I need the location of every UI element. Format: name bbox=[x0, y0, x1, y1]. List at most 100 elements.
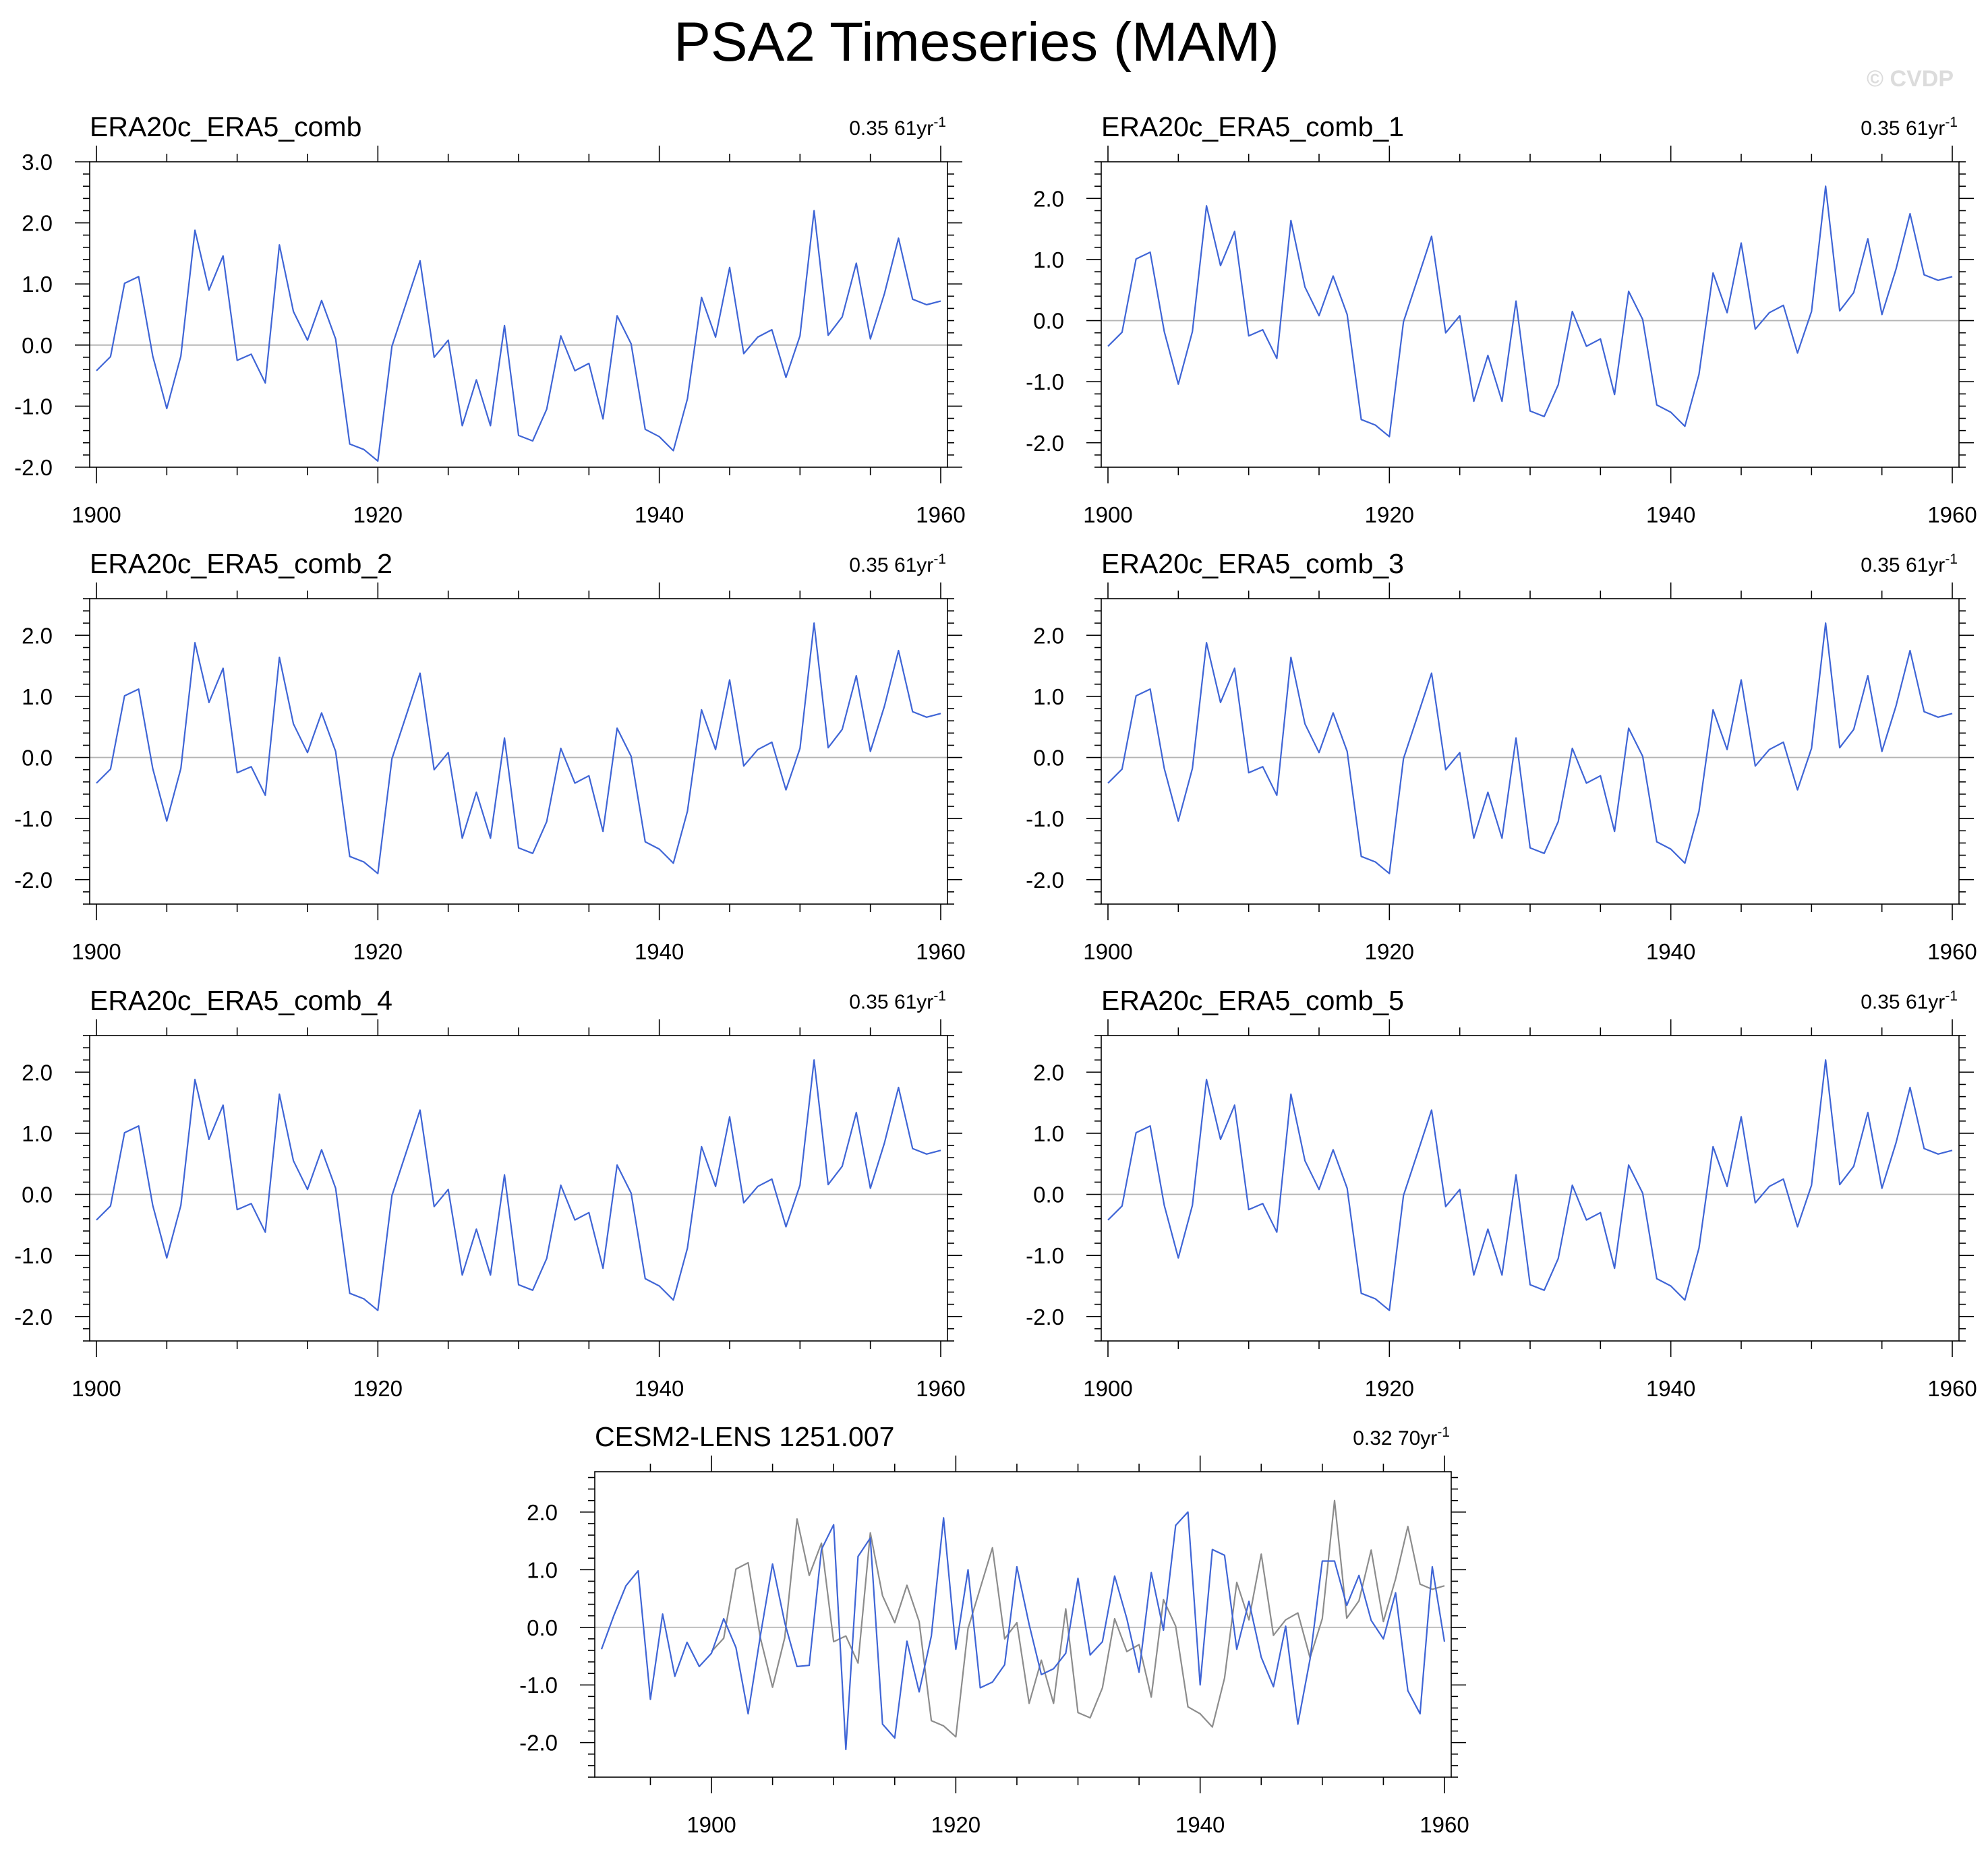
series-line bbox=[96, 210, 941, 462]
x-tick-label: 1940 bbox=[1646, 1376, 1695, 1401]
x-tick-label: 1960 bbox=[1420, 1812, 1469, 1837]
series-line bbox=[1107, 1059, 1953, 1311]
y-tick-label: 2.0 bbox=[527, 1500, 558, 1525]
trend-label: 0.35 61yr-1 bbox=[1861, 115, 1958, 140]
trend-label: 0.35 61yr-1 bbox=[849, 115, 946, 140]
y-tick-label: 0.0 bbox=[1033, 309, 1064, 334]
y-tick-label: 2.0 bbox=[22, 623, 53, 648]
trend-value: 0.35 61yr bbox=[849, 554, 933, 576]
x-tick-label: 1960 bbox=[1927, 1376, 1977, 1401]
timeseries-panel: ERA20c_ERA5_comb_4 0.35 61yr-1 2.0 1.0 0.0 -1… bbox=[14, 985, 966, 1401]
x-tick-label: 1940 bbox=[635, 502, 684, 527]
y-tick-label: 2.0 bbox=[22, 211, 53, 236]
y-tick-label: 2.0 bbox=[1033, 186, 1064, 211]
trend-exponent: -1 bbox=[1945, 115, 1958, 130]
y-tick-label: 2.0 bbox=[1033, 623, 1064, 648]
x-tick-label: 1940 bbox=[1175, 1812, 1225, 1837]
trend-value: 0.35 61yr bbox=[849, 117, 933, 140]
y-tick-label: 0.0 bbox=[22, 746, 53, 771]
y-tick-label: 1.0 bbox=[22, 272, 53, 297]
x-tick-label: 1940 bbox=[635, 939, 684, 964]
trend-exponent: -1 bbox=[1437, 1425, 1450, 1440]
y-tick-label: 2.0 bbox=[22, 1060, 53, 1085]
y-tick-label: -1.0 bbox=[14, 806, 53, 831]
figure-title: PSA2 Timeseries (MAM) bbox=[674, 11, 1279, 73]
y-tick-label: 1.0 bbox=[1033, 684, 1064, 709]
reference-series-line bbox=[711, 1499, 1445, 1738]
y-tick-label: 2.0 bbox=[1033, 1060, 1064, 1085]
panel-title: ERA20c_ERA5_comb_2 bbox=[90, 548, 392, 579]
cvdp-watermark: © CVDP bbox=[1867, 66, 1954, 92]
y-tick-label: -2.0 bbox=[1026, 431, 1064, 456]
plot-frame bbox=[89, 598, 948, 905]
x-tick-label: 1920 bbox=[931, 1812, 981, 1837]
y-tick-label: 1.0 bbox=[22, 684, 53, 709]
y-tick-label: 1.0 bbox=[1033, 1121, 1064, 1146]
x-tick-label: 1940 bbox=[1646, 939, 1695, 964]
y-tick-label: -1.0 bbox=[14, 394, 53, 419]
trend-exponent: -1 bbox=[1945, 551, 1958, 567]
panel-title: ERA20c_ERA5_comb_5 bbox=[1101, 985, 1404, 1016]
x-tick-label: 1900 bbox=[1083, 1376, 1132, 1401]
y-tick-label: -2.0 bbox=[519, 1731, 558, 1756]
y-tick-label: -2.0 bbox=[1026, 868, 1064, 893]
plot-frame bbox=[1101, 1035, 1960, 1342]
y-tick-label: -1.0 bbox=[1026, 806, 1064, 831]
timeseries-panel: ERA20c_ERA5_comb_5 0.35 61yr-1 2.0 1.0 0.0 -1… bbox=[1026, 985, 1977, 1401]
y-tick-label: 0.0 bbox=[22, 1183, 53, 1207]
trend-label: 0.35 61yr-1 bbox=[849, 988, 946, 1013]
x-tick-label: 1900 bbox=[686, 1812, 736, 1837]
x-tick-label: 1920 bbox=[1365, 939, 1414, 964]
y-tick-label: 0.0 bbox=[527, 1615, 558, 1640]
plot-frame bbox=[89, 1035, 948, 1342]
x-tick-label: 1920 bbox=[353, 939, 403, 964]
panel-title: ERA20c_ERA5_comb_3 bbox=[1101, 548, 1404, 579]
y-tick-label: 3.0 bbox=[22, 150, 53, 175]
x-tick-label: 1960 bbox=[1927, 502, 1977, 527]
panel-title: ERA20c_ERA5_comb_1 bbox=[1101, 111, 1404, 142]
trend-label: 0.35 61yr-1 bbox=[849, 551, 946, 576]
series-line bbox=[1107, 185, 1953, 438]
series-line bbox=[1107, 622, 1953, 874]
x-tick-label: 1960 bbox=[1927, 939, 1977, 964]
plot-frame bbox=[1101, 598, 1960, 905]
trend-label: 0.32 70yr-1 bbox=[1353, 1425, 1450, 1449]
x-tick-label: 1900 bbox=[71, 939, 121, 964]
x-tick-label: 1960 bbox=[916, 502, 965, 527]
timeseries-panel: ERA20c_ERA5_comb_1 0.35 61yr-1 2.0 1.0 0.0 -1… bbox=[1026, 111, 1977, 527]
y-tick-label: -2.0 bbox=[14, 868, 53, 893]
trend-value: 0.35 61yr bbox=[1861, 554, 1945, 576]
y-tick-label: -2.0 bbox=[14, 1305, 53, 1329]
x-tick-label: 1900 bbox=[71, 1376, 121, 1401]
y-tick-label: 1.0 bbox=[22, 1121, 53, 1146]
trend-exponent: -1 bbox=[933, 551, 946, 567]
plot-frame bbox=[594, 1471, 1452, 1778]
trend-label: 0.35 61yr-1 bbox=[1861, 551, 1958, 576]
panel-grid: ERA20c_ERA5_comb 0.35 61yr-13.02.01.00.0-… bbox=[14, 111, 1977, 1837]
timeseries-panel: ERA20c_ERA5_comb_2 0.35 61yr-1 2.0 1.0 0.0 -1… bbox=[14, 548, 966, 964]
x-tick-label: 1920 bbox=[353, 502, 403, 527]
trend-label: 0.35 61yr-1 bbox=[1861, 988, 1958, 1013]
x-tick-label: 1920 bbox=[1365, 1376, 1414, 1401]
trend-value: 0.35 61yr bbox=[1861, 117, 1945, 140]
x-tick-label: 1900 bbox=[1083, 502, 1132, 527]
timeseries-panel: ERA20c_ERA5_comb 0.35 61yr-1 3.0 2.0 1.0 0.0 -… bbox=[14, 111, 966, 527]
x-tick-label: 1900 bbox=[1083, 939, 1132, 964]
y-tick-label: -2.0 bbox=[14, 455, 53, 480]
y-tick-label: -1.0 bbox=[1026, 369, 1064, 394]
trend-exponent: -1 bbox=[933, 115, 946, 130]
x-tick-label: 1900 bbox=[71, 502, 121, 527]
series-line bbox=[96, 1059, 941, 1311]
x-tick-label: 1920 bbox=[353, 1376, 403, 1401]
y-tick-label: 0.0 bbox=[22, 333, 53, 358]
plot-frame bbox=[1101, 161, 1960, 468]
x-tick-label: 1940 bbox=[1646, 502, 1695, 527]
timeseries-panel: ERA20c_ERA5_comb_3 0.35 61yr-1 2.0 1.0 0.0 -1… bbox=[1026, 548, 1977, 964]
x-tick-label: 1940 bbox=[635, 1376, 684, 1401]
y-tick-label: 0.0 bbox=[1033, 746, 1064, 771]
y-tick-label: -1.0 bbox=[1026, 1243, 1064, 1268]
trend-exponent: -1 bbox=[1945, 988, 1958, 1004]
x-tick-label: 1960 bbox=[916, 939, 965, 964]
trend-value: 0.32 70yr bbox=[1353, 1427, 1437, 1449]
